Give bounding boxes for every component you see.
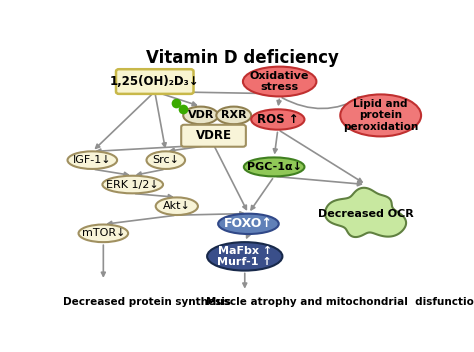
Text: Akt↓: Akt↓ [163,201,191,211]
FancyBboxPatch shape [116,69,193,94]
Ellipse shape [251,109,304,130]
Text: Oxidative
stress: Oxidative stress [250,71,310,92]
Ellipse shape [216,107,251,124]
Ellipse shape [183,107,218,124]
Text: Lipid and
protein
peroxidation: Lipid and protein peroxidation [343,99,419,132]
Ellipse shape [155,197,198,215]
Text: Vitamin D deficiency: Vitamin D deficiency [146,49,339,67]
Ellipse shape [67,151,117,169]
Text: Src↓: Src↓ [152,155,179,165]
FancyBboxPatch shape [181,125,246,147]
Text: Decreased OCR: Decreased OCR [318,209,414,219]
Polygon shape [325,188,406,237]
Ellipse shape [218,214,279,234]
Text: Decreased protein synthesis: Decreased protein synthesis [63,296,231,307]
Text: Muscle atrophy and mitochondrial  disfunction: Muscle atrophy and mitochondrial disfunc… [206,296,474,307]
Text: VDR: VDR [188,111,214,120]
Ellipse shape [146,151,185,169]
Text: VDRE: VDRE [196,129,231,142]
Ellipse shape [79,225,128,242]
Text: ROS ↑: ROS ↑ [257,113,299,126]
Ellipse shape [340,94,421,137]
Text: mTOR↓: mTOR↓ [82,228,125,238]
Text: ERK 1/2↓: ERK 1/2↓ [106,180,159,189]
Text: PGC-1α↓: PGC-1α↓ [246,162,301,172]
Ellipse shape [102,176,163,193]
Text: FOXO↑: FOXO↑ [224,217,273,230]
Text: MaFbx ↑
Murf-1 ↑: MaFbx ↑ Murf-1 ↑ [218,246,272,267]
Ellipse shape [243,67,316,96]
Ellipse shape [244,157,304,176]
Text: IGF-1↓: IGF-1↓ [73,155,111,165]
Text: RXR: RXR [221,111,246,120]
Ellipse shape [207,242,283,271]
Text: 1,25(OH)₂D₃↓: 1,25(OH)₂D₃↓ [110,75,200,88]
